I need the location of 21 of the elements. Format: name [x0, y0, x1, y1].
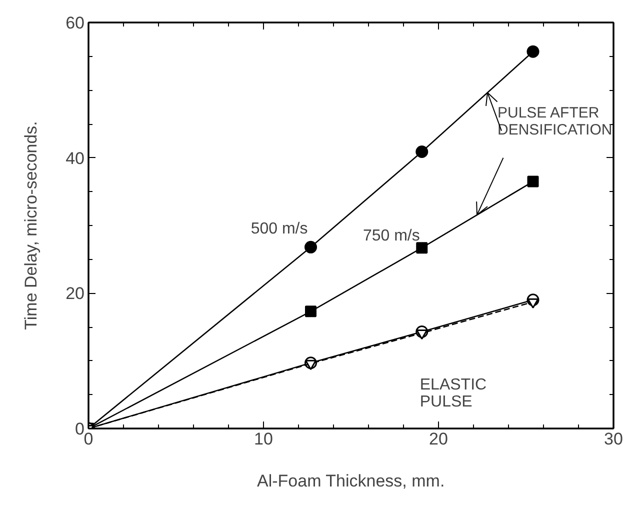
point [527, 298, 539, 308]
annotation: 500 m/s [250, 220, 308, 238]
point [526, 45, 540, 58]
annotation: 750 m/s [362, 227, 420, 244]
y-tick-label: 20 [66, 284, 85, 304]
annotation: PULSE AFTER DENSIFICATION [498, 104, 612, 139]
y-tick-label: 40 [66, 148, 85, 168]
x-axis-title: Al-Foam Thickness, mm. [257, 472, 445, 490]
x-tick-label: 30 [604, 430, 623, 448]
point [305, 306, 316, 318]
y-tick-label: 60 [66, 14, 85, 32]
y-axis-title: Time Delay, micro-seconds. [22, 121, 41, 330]
x-tick-label: 10 [254, 430, 273, 448]
annotation: ELASTIC PULSE [420, 376, 487, 411]
point [305, 360, 316, 370]
point [416, 146, 428, 158]
point [527, 176, 539, 188]
point [416, 329, 428, 340]
point [416, 242, 428, 254]
x-tick-label: 20 [429, 430, 448, 448]
point [304, 240, 317, 254]
